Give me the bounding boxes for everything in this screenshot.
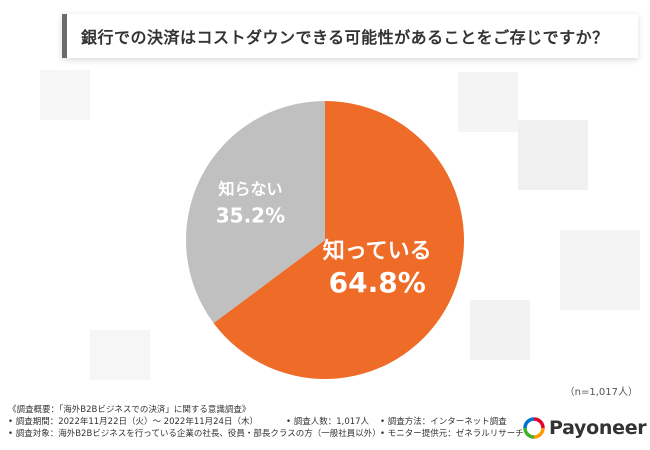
- payoneer-logo-text: Payoneer: [549, 417, 647, 439]
- survey-respondents: • 調査人数：1,017人: [286, 417, 370, 427]
- sample-size-note: （n=1,017人）: [564, 387, 638, 398]
- payoneer-logo: Payoneer: [523, 417, 647, 439]
- pie-value-label-1: 35.2%: [216, 204, 285, 228]
- pie-value-label-0: 64.8%: [329, 266, 426, 299]
- payoneer-ring-icon: [523, 417, 545, 439]
- survey-title: 《調査概要：「海外B2Bビジネスでの決済」に関する意識調査》: [8, 405, 251, 415]
- survey-target: • 調査対象：海外B2Bビジネスを行っている企業の社長、役員・部長クラスの方（一…: [8, 429, 381, 439]
- survey-method: • 調査方法：インターネット調査: [380, 417, 507, 427]
- chart-title: 銀行での決済はコストダウンできる可能性があることをご存じですか？: [81, 28, 609, 47]
- pie-label-0: 知っている: [323, 238, 432, 264]
- pie-slice-0: [213, 101, 464, 380]
- pie-slice-1: [186, 101, 325, 324]
- pie-label-1: 知らない: [218, 180, 282, 199]
- survey-period: • 調査期間：2022年11月22日（火）～ 2022年11月24日（木）: [8, 417, 258, 427]
- title-bar: 銀行での決済はコストダウンできる可能性があることをご存じですか？: [62, 14, 638, 58]
- survey-provider: • モニター提供元：ゼネラルリサーチ: [380, 429, 524, 439]
